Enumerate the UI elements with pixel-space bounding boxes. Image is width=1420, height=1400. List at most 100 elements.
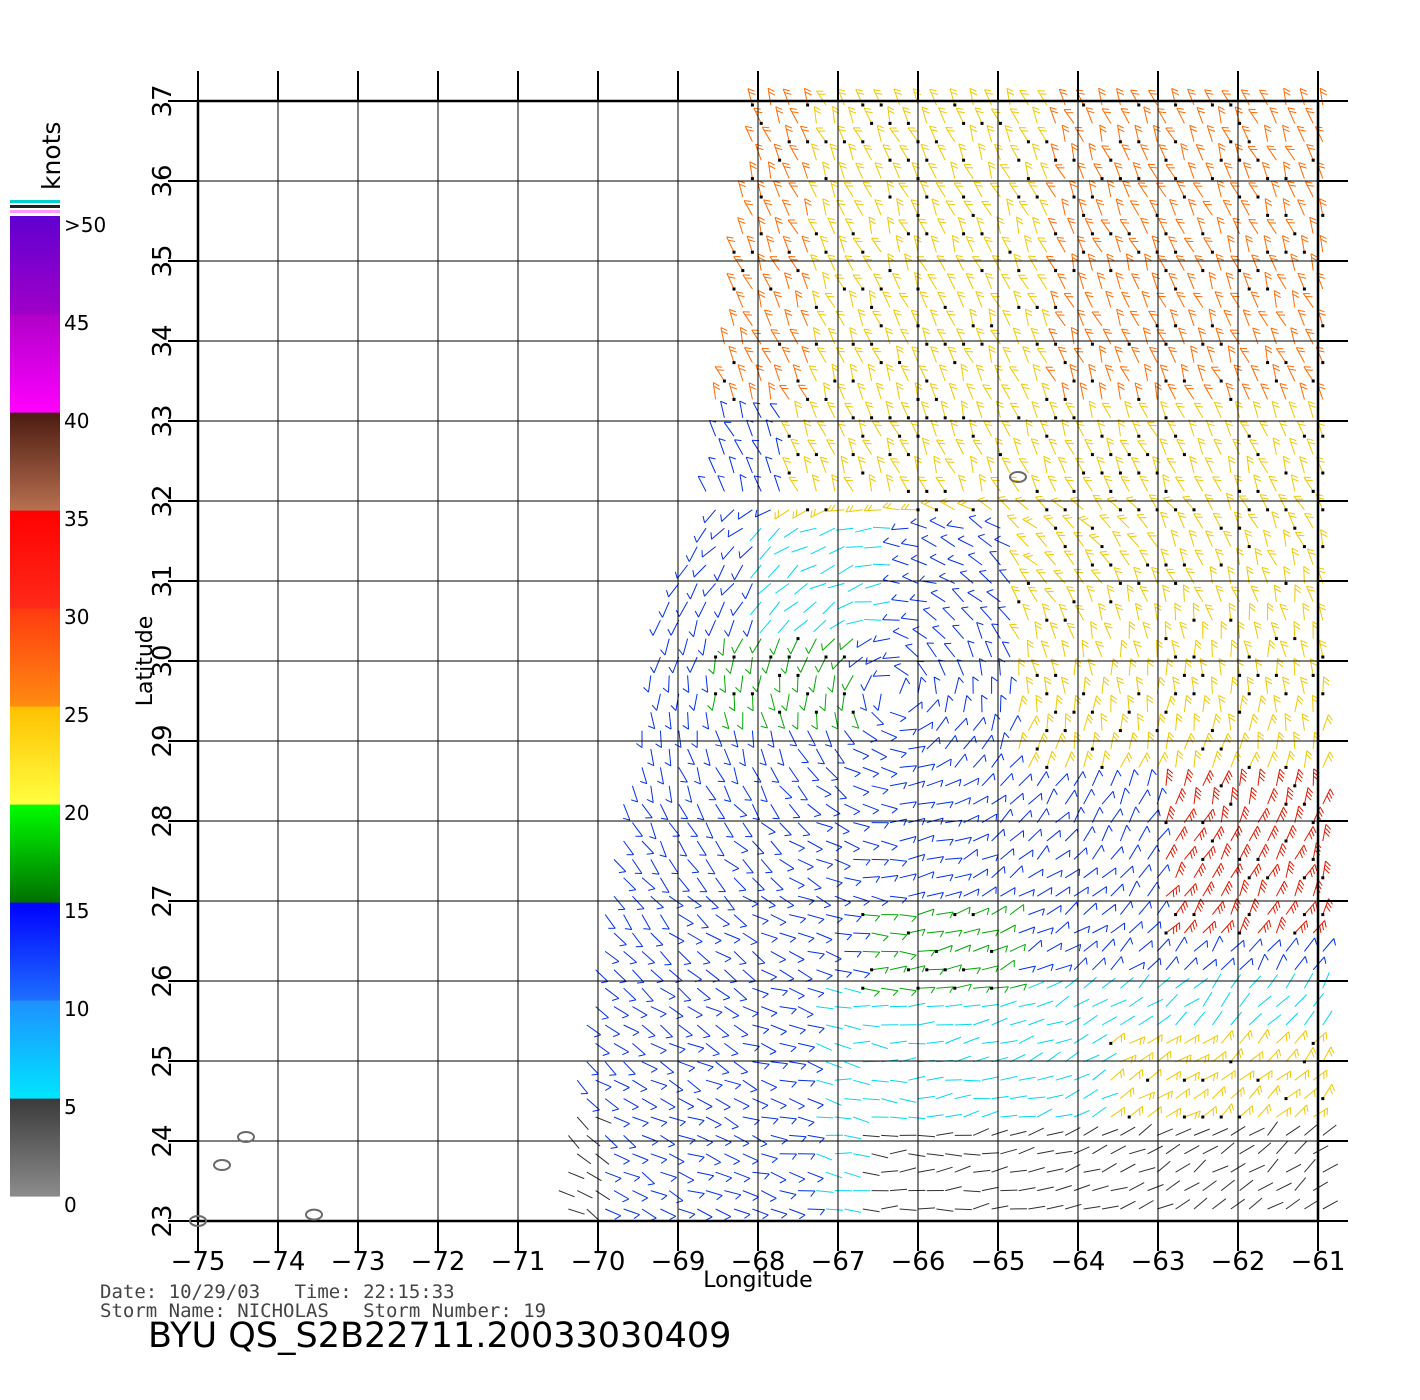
wind-barb [1291, 290, 1300, 308]
wind-barb [742, 1153, 759, 1165]
wind-barb [1027, 292, 1039, 309]
rain-flag [1210, 729, 1214, 733]
wind-barb [752, 1208, 769, 1220]
wind-barb [576, 1079, 589, 1095]
wind-barb [613, 969, 627, 984]
rain-flag [732, 655, 736, 659]
rain-flag [1182, 1115, 1186, 1119]
wind-barb [1321, 676, 1330, 696]
wind-barb [1055, 1075, 1073, 1081]
wind-barb [1121, 144, 1131, 161]
wind-barb [1275, 806, 1288, 823]
wind-barb [1227, 235, 1235, 253]
rain-flag [1321, 434, 1325, 438]
wind-barb [770, 987, 788, 997]
wind-barb [1128, 996, 1144, 1008]
rain-flag [1302, 545, 1306, 549]
wind-barb [781, 346, 791, 363]
lat-tick-label: 31 [148, 564, 178, 597]
rain-flag [879, 324, 883, 328]
wind-barb [853, 932, 871, 940]
wind-barb [1311, 842, 1322, 861]
wind-barb [926, 892, 944, 900]
wind-barb [853, 785, 870, 797]
wind-barb [1054, 164, 1066, 179]
wind-barb [902, 572, 919, 584]
wind-barb [978, 143, 986, 161]
rain-flag [1238, 1115, 1242, 1119]
wind-barb [995, 400, 1004, 418]
wind-barb [1242, 162, 1252, 179]
wind-barb [1018, 849, 1034, 860]
wind-barb [1078, 515, 1094, 530]
wind-barb [1222, 199, 1232, 216]
wind-barb [972, 716, 987, 731]
wind-barb [1177, 512, 1187, 529]
wind-barb [715, 1098, 731, 1111]
wind-barb [981, 1152, 1000, 1155]
wind-barb [899, 836, 917, 844]
wind-barb [1210, 826, 1225, 843]
rain-flag [1266, 250, 1270, 254]
rain-flag [1045, 434, 1049, 438]
wind-barb [899, 677, 911, 694]
wind-barb [1293, 621, 1301, 641]
wind-barb [1001, 273, 1011, 290]
wind-barb [999, 694, 1007, 713]
rain-flag [1229, 397, 1233, 401]
wind-barb [844, 914, 862, 923]
wind-barb [1164, 621, 1172, 641]
wind-barb [1275, 311, 1287, 327]
wind-barb [1227, 455, 1236, 474]
wind-barb [1061, 198, 1070, 216]
wind-barb [803, 87, 812, 107]
wind-barb [1202, 1180, 1217, 1192]
wind-barb [1104, 364, 1114, 382]
wind-barb [1147, 1184, 1164, 1192]
rain-flag [943, 416, 947, 420]
wind-barb [989, 182, 1001, 198]
wind-barb [819, 527, 836, 537]
wind-barb [708, 457, 717, 474]
wind-barb [715, 950, 732, 963]
wind-barb [929, 516, 946, 529]
wind-barb [1004, 125, 1013, 142]
wind-barb [1157, 108, 1167, 124]
wind-barb [1119, 639, 1128, 658]
wind-barb [799, 527, 817, 533]
wind-barb [834, 1078, 852, 1081]
rain-flag [1210, 177, 1214, 181]
wind-barb [1128, 844, 1142, 860]
wind-barb [782, 88, 792, 106]
legend-label: >50 [64, 213, 106, 237]
wind-barb [1219, 770, 1233, 788]
wind-barb [1128, 921, 1143, 934]
rain-flag [1174, 140, 1178, 144]
wind-barb [764, 309, 773, 326]
wind-barb [717, 638, 725, 656]
wind-barb [1220, 1070, 1236, 1081]
rain-flag [980, 269, 984, 273]
wind-barb [1257, 995, 1272, 1007]
wind-barb [696, 840, 707, 856]
rain-flag [1063, 508, 1067, 512]
rain-flag [1072, 710, 1076, 714]
wind-barb [1322, 938, 1336, 952]
wind-barb [908, 891, 926, 899]
wind-barb [1296, 125, 1306, 143]
wind-barb [1110, 808, 1124, 823]
wind-barb [854, 347, 864, 363]
wind-barb [1159, 438, 1169, 455]
legend-band [10, 412, 60, 511]
wind-barb [1275, 843, 1287, 860]
wind-barb [816, 1116, 834, 1119]
wind-barb [1120, 977, 1134, 989]
wind-barb [908, 1153, 926, 1157]
wind-barb [1028, 1205, 1046, 1210]
rain-flag [1082, 692, 1086, 696]
rain-flag [1035, 747, 1039, 751]
wind-barb [761, 932, 778, 943]
wind-barb [917, 871, 935, 879]
wind-barb [834, 1042, 852, 1050]
wind-barb [988, 345, 996, 363]
